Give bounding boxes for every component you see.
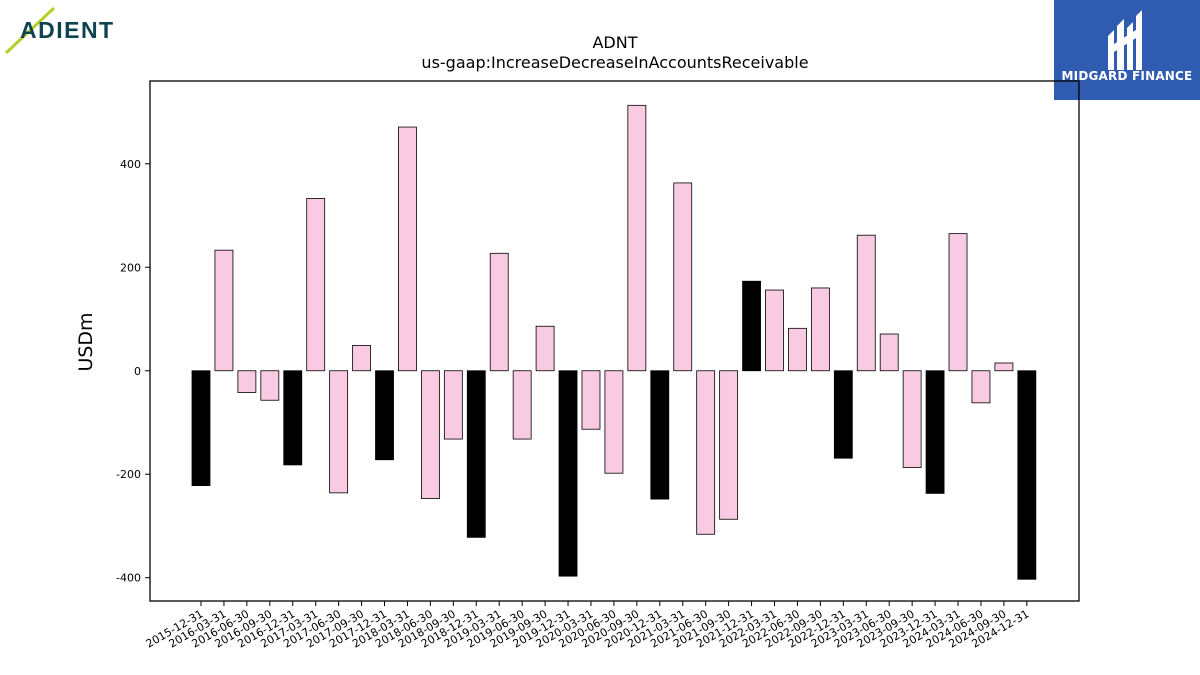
- chart-subtitle: us-gaap:IncreaseDecreaseInAccountsReceiv…: [421, 53, 808, 72]
- y-tick-label: 0: [134, 365, 141, 378]
- adient-logo-text: ADIENT: [20, 17, 115, 43]
- bar-2017-03-31: [306, 198, 326, 372]
- bar-2020-03-31: [581, 370, 601, 430]
- bar-2023-03-31: [856, 234, 876, 372]
- plot-frame: [149, 80, 1080, 602]
- bar-2023-06-30: [879, 333, 899, 372]
- midgard-finance-logo: MIDGARD FINANCE: [1054, 0, 1200, 100]
- bar-2017-09-30: [352, 344, 371, 372]
- y-axis-label: USDm: [75, 312, 97, 371]
- bar-2022-03-31: [765, 289, 784, 372]
- bar-2024-06-30: [971, 370, 991, 404]
- bar-2016-12-31: [283, 370, 303, 466]
- y-tick-label: -200: [116, 468, 141, 481]
- bar-2015-12-31: [191, 370, 211, 487]
- bar-2020-06-30: [604, 370, 624, 474]
- bar-2022-06-30: [788, 327, 807, 372]
- y-axis: -400 -200 0 200 400: [116, 158, 150, 585]
- bar-2021-09-30: [719, 370, 739, 520]
- bar-2024-09-30: [994, 362, 1014, 372]
- bar-2016-06-30: [237, 370, 257, 393]
- bar-2018-12-31: [466, 370, 486, 538]
- bar-2019-06-30: [512, 370, 532, 440]
- bar-2018-03-31: [398, 126, 417, 372]
- chart-title: ADNT: [592, 33, 637, 52]
- y-tick-label: -400: [116, 572, 141, 585]
- bar-2016-09-30: [260, 370, 280, 401]
- bar-2021-12-31: [742, 280, 761, 372]
- bar-2017-12-31: [375, 370, 394, 461]
- x-axis: 2015-12-312016-03-312016-06-302016-09-30…: [144, 601, 1031, 651]
- bar-2017-06-30: [329, 370, 349, 494]
- bar-2023-12-31: [925, 370, 945, 494]
- bar-2024-12-31: [1017, 370, 1037, 580]
- bar-2019-12-31: [558, 370, 578, 577]
- bar-2018-06-30: [420, 370, 440, 499]
- bar-2020-12-31: [650, 370, 670, 500]
- adient-logo-swoosh: [4, 6, 56, 55]
- midgard-finance-text: MIDGARD FINANCE: [1061, 69, 1193, 83]
- bar-2016-03-31: [214, 249, 234, 372]
- midgard-emblem-icon: [1108, 10, 1142, 70]
- bar-2019-03-31: [489, 252, 509, 372]
- adient-logo: ADIENT: [4, 6, 115, 55]
- bar-2024-03-31: [948, 233, 968, 372]
- bar-2021-06-30: [696, 370, 716, 535]
- y-tick-label: 400: [120, 158, 141, 171]
- y-tick-label: 200: [120, 261, 141, 274]
- bar-2023-09-30: [902, 370, 922, 468]
- bar-2020-09-30: [627, 104, 647, 372]
- bar-2018-09-30: [443, 370, 463, 440]
- bars: [191, 104, 1037, 580]
- bar-2019-09-30: [535, 325, 555, 372]
- bar-2022-09-30: [810, 287, 830, 372]
- bar-2022-12-31: [833, 370, 853, 459]
- bar-2021-03-31: [673, 182, 693, 372]
